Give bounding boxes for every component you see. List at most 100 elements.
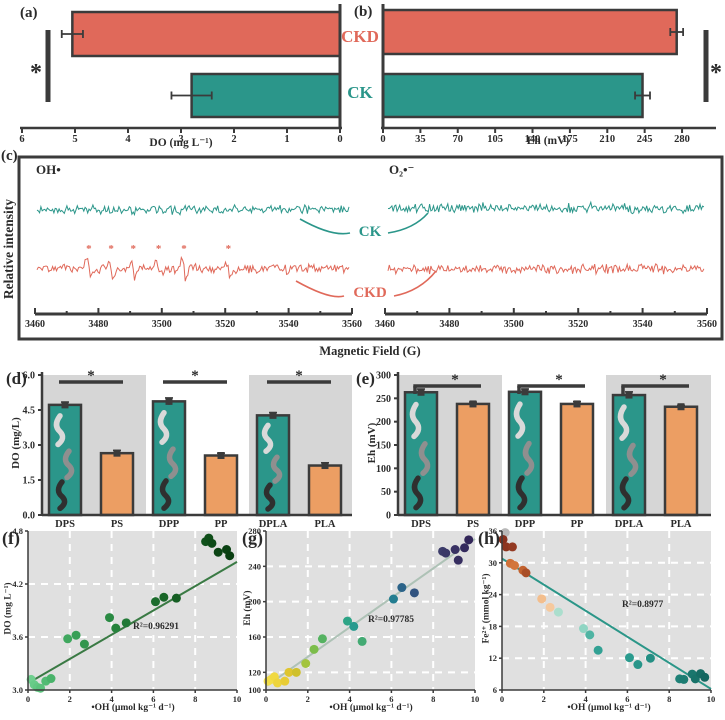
svg-text:0: 0 [26,694,30,704]
svg-text:100: 100 [248,685,261,695]
svg-text:3460: 3460 [375,319,395,330]
svg-text:DPP: DPP [159,519,180,530]
svg-text:300: 300 [376,371,391,382]
svg-text:6: 6 [389,694,393,704]
svg-text:*: * [451,372,459,388]
svg-text:36: 36 [489,526,498,536]
svg-text:105: 105 [487,134,503,145]
oh-radical-title: OH• [36,162,61,177]
svg-text:240: 240 [248,561,261,571]
svg-text:DPLA: DPLA [259,519,288,530]
svg-text:*: * [659,372,667,388]
svg-text:4: 4 [347,694,352,704]
svg-text:175: 175 [562,134,578,145]
svg-text:2: 2 [542,694,546,704]
svg-text:0: 0 [264,694,268,704]
svg-text:3500: 3500 [152,319,172,330]
svg-text:2: 2 [68,694,72,704]
panel-g-r2-annotation: R²=0.97785 [368,615,414,625]
svg-text:4.5: 4.5 [23,406,36,417]
svg-text:PLA: PLA [315,519,336,530]
panel-d-yaxis-title: DO (mg/L) [10,417,22,469]
svg-text:4.8: 4.8 [12,526,23,536]
svg-text:PS: PS [467,519,479,530]
superoxide-title: O₂•⁻ [389,162,415,177]
panel-f-yaxis-title: DO (mg L⁻¹) [3,582,14,635]
ckd-group-label: CKD [341,27,379,46]
svg-text:245: 245 [637,134,653,145]
panel-f-r2-annotation: R²=0.96291 [133,622,179,632]
svg-text:8: 8 [431,694,435,704]
svg-text:6.0: 6.0 [23,371,36,382]
svg-text:4: 4 [583,694,588,704]
svg-text:0.0: 0.0 [23,511,36,522]
panel-b-xaxis-title: Eh (mV) [526,135,570,147]
svg-text:4: 4 [109,694,114,704]
svg-text:70: 70 [453,134,464,145]
svg-text:*: * [181,243,187,255]
svg-text:6: 6 [493,685,497,695]
svg-text:DPP: DPP [515,519,536,530]
svg-text:*: * [191,368,199,384]
svg-text:6: 6 [625,694,629,704]
svg-text:10: 10 [233,694,242,704]
svg-text:DPLA: DPLA [615,519,644,530]
svg-text:DPS: DPS [55,519,75,530]
svg-text:3480: 3480 [439,319,459,330]
svg-text:160: 160 [248,632,261,642]
svg-text:280: 280 [674,134,690,145]
panel-h-r2-annotation: R²=0.8977 [622,600,664,610]
svg-text:200: 200 [376,417,391,428]
svg-text:10: 10 [707,694,716,704]
svg-text:4: 4 [125,134,131,145]
svg-text:2: 2 [231,134,236,145]
svg-text:3.6: 3.6 [12,632,23,642]
svg-text:8: 8 [193,694,197,704]
svg-text:1.5: 1.5 [23,476,36,487]
svg-text:3500: 3500 [504,319,524,330]
svg-text:3560: 3560 [697,319,717,330]
svg-text:*: * [131,243,137,255]
svg-text:50: 50 [381,487,391,498]
svg-text:*: * [30,60,42,86]
svg-text:*: * [710,60,722,86]
svg-text:PLA: PLA [671,519,692,530]
panel-e-label: (e) [356,369,375,388]
svg-text:1: 1 [284,134,289,145]
svg-text:35: 35 [415,134,426,145]
panel-g-xaxis-title: •OH (μmol kg⁻¹ d⁻¹) [329,703,413,713]
panel-g-yaxis-title: Eh (mV) [243,590,253,626]
svg-text:10: 10 [471,694,480,704]
panel-h-xaxis-title: •OH (μmol kg⁻¹ d⁻¹) [567,703,651,713]
svg-text:150: 150 [376,441,391,452]
svg-text:0: 0 [500,694,504,704]
svg-text:18: 18 [489,621,498,631]
svg-text:200: 200 [248,597,261,607]
svg-text:24: 24 [489,590,498,600]
panel-e-yaxis-title: Eh (mV) [366,422,378,464]
svg-text:3540: 3540 [279,319,299,330]
svg-text:*: * [295,368,303,384]
svg-text:5: 5 [72,134,77,145]
panel-c-xaxis-title: Magnetic Field (G) [319,344,421,358]
panel-f-xaxis-title: •OH (μmol kg⁻¹ d⁻¹) [91,703,175,713]
svg-text:210: 210 [599,134,615,145]
panel-a-xaxis-title: DO (mg L⁻¹) [149,137,213,149]
panel-c-label: (c) [1,148,18,164]
svg-text:250: 250 [376,394,391,405]
svg-text:3480: 3480 [88,319,108,330]
svg-text:100: 100 [376,464,391,475]
svg-text:PS: PS [111,519,123,530]
svg-text:PP: PP [571,519,584,530]
epr-ckd-label: CKD [353,285,387,301]
svg-text:140: 140 [525,134,541,145]
panel-d-label: (d) [6,369,27,388]
svg-text:0: 0 [337,134,342,145]
svg-text:0: 0 [386,511,391,522]
svg-text:3.0: 3.0 [23,441,36,452]
